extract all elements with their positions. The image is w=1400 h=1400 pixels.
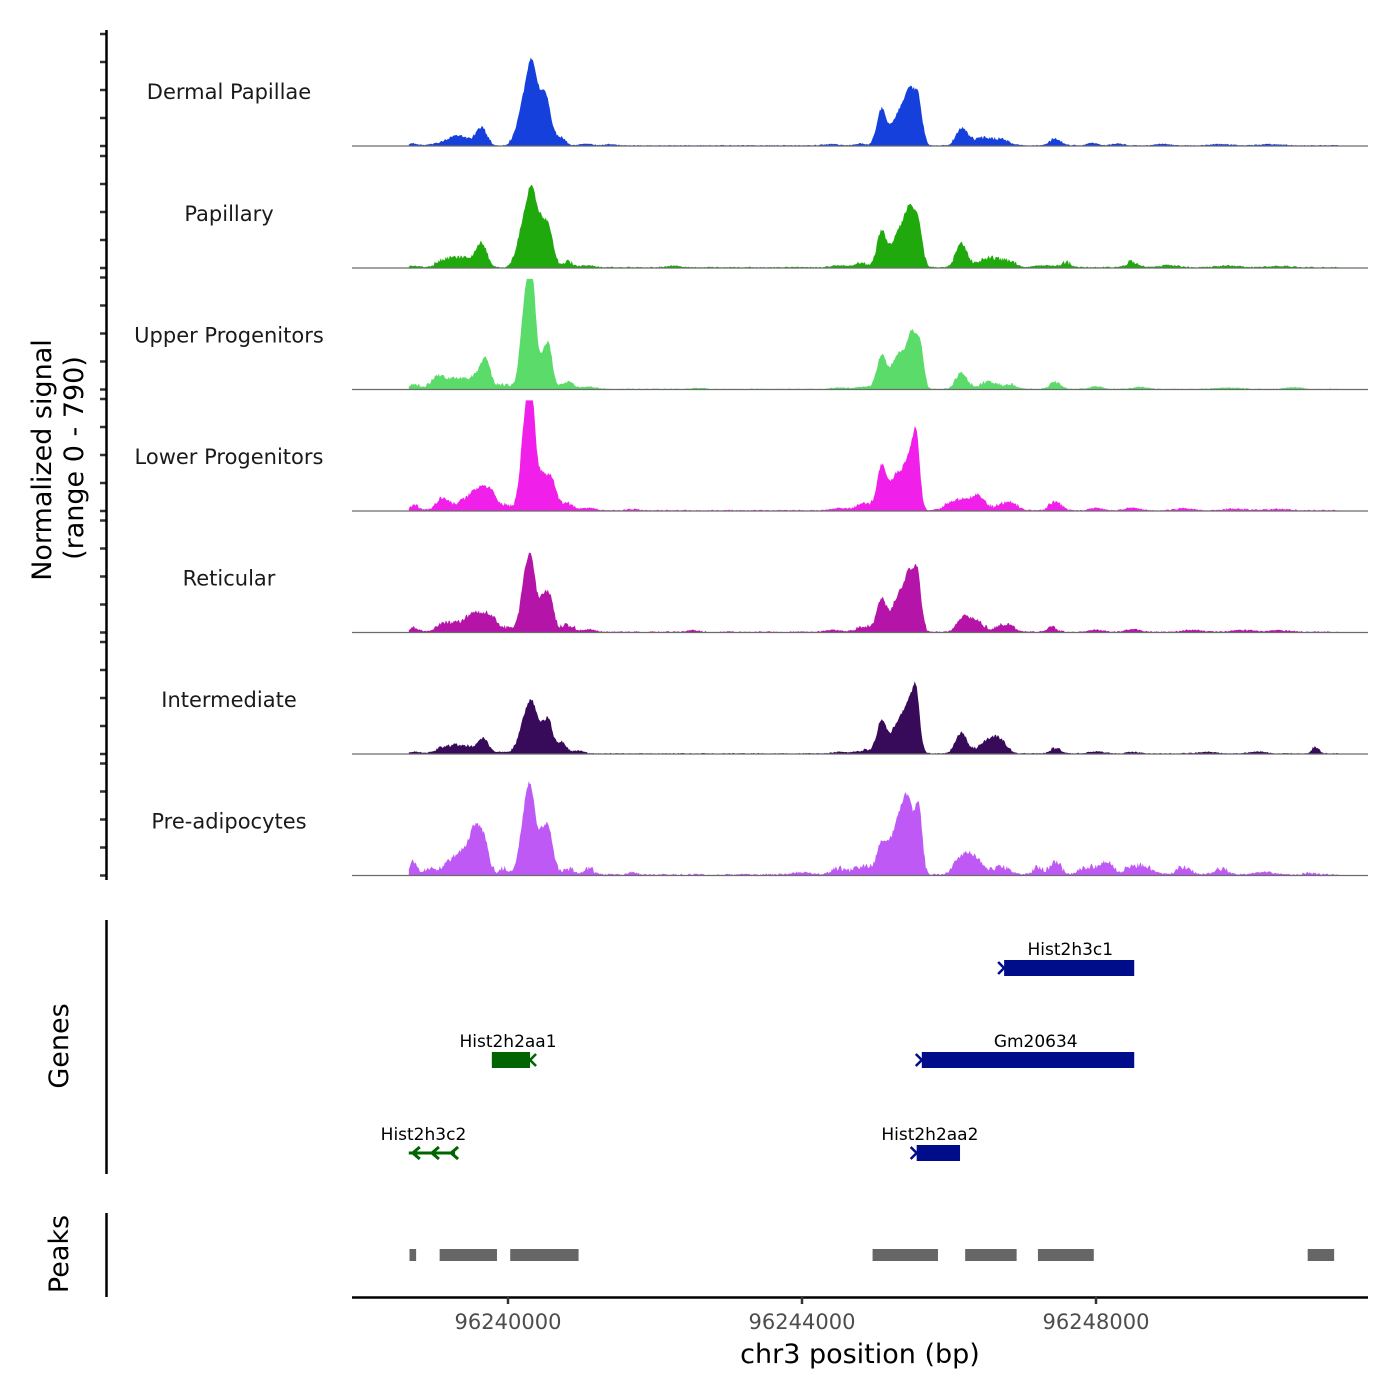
strand-arrow-icon [429, 1145, 440, 1161]
gene-track-label: Genes [44, 1003, 75, 1088]
peak-region [1037, 1249, 1094, 1261]
peaks-track: Peaks [44, 1213, 1335, 1297]
gene-label: Hist2h3c2 [381, 1125, 467, 1145]
track-upper-progenitors: Upper Progenitors [134, 278, 1368, 391]
gene-exon [491, 1052, 531, 1068]
track-label: Papillary [184, 202, 273, 226]
signal-area [408, 184, 1339, 268]
track-label: Upper Progenitors [134, 324, 324, 348]
x-axis-title: chr3 position (bp) [740, 1339, 980, 1370]
x-axis: 96240000 96244000 96248000 chr3 position (… [352, 1296, 1368, 1370]
track-label: Pre-adipocytes [151, 810, 306, 834]
y-axis-title: Normalized signal (range 0 - 790) [27, 339, 90, 581]
track-label: Intermediate [161, 688, 297, 712]
track-label: Reticular [183, 567, 276, 591]
x-tick-label: 96248000 [1043, 1310, 1150, 1334]
gene-gm20634: Gm20634 [914, 1032, 1135, 1068]
gene-hist2h2aa2: Hist2h2aa2 [881, 1125, 978, 1161]
strand-arrow-icon [410, 1145, 421, 1161]
peak-region [965, 1249, 1017, 1261]
x-tick-label: 96244000 [749, 1310, 856, 1334]
track-pre-adipocytes: Pre-adipocytes [151, 781, 1368, 877]
gene-hist2h2aa1: Hist2h2aa1 [459, 1032, 557, 1068]
strand-arrow-icon [528, 1053, 537, 1067]
track-reticular: Reticular [183, 552, 1368, 634]
track-dermal-papillae: Dermal Papillae [147, 57, 1368, 147]
track-label: Lower Progenitors [135, 445, 324, 469]
signal-area [408, 278, 1339, 390]
gene-exon [916, 1145, 961, 1161]
track-label: Dermal Papillae [147, 80, 311, 104]
signal-area [408, 552, 1339, 633]
strand-arrow-icon [997, 961, 1006, 975]
signal-area [408, 681, 1339, 754]
x-tick-label: 96240000 [455, 1310, 562, 1334]
strand-arrow-icon [448, 1145, 460, 1161]
signal-area [408, 781, 1339, 876]
gene-label: Hist2h2aa1 [459, 1032, 556, 1052]
peak-region [409, 1249, 417, 1261]
track-lower-progenitors: Lower Progenitors [135, 400, 1368, 512]
peak-region [510, 1249, 579, 1261]
gene-hist2h3c1: Hist2h3c1 [997, 940, 1135, 976]
gene-exon [921, 1052, 1135, 1068]
peak-region [872, 1249, 938, 1261]
signal-area [408, 400, 1339, 511]
gene-label: Hist2h2aa2 [881, 1125, 978, 1145]
gene-exon [1004, 960, 1135, 976]
peak-region [1307, 1249, 1335, 1261]
gene-track: Genes Hist2h3c1 Gm20634 Hist2h2aa1 Hist2h3c… [44, 920, 1135, 1174]
peak-track-label: Peaks [44, 1215, 75, 1293]
y-axis-title-line2: (range 0 - 790) [59, 356, 90, 560]
signal-tracks: Dermal Papillae Papillary Upper Progenitor… [134, 57, 1368, 877]
gene-label: Gm20634 [994, 1032, 1078, 1052]
track-papillary: Papillary [184, 184, 1368, 269]
strand-arrow-icon [909, 1146, 919, 1160]
signal-area [408, 57, 1339, 146]
peak-region [439, 1249, 497, 1261]
gene-label: Hist2h3c1 [1027, 940, 1113, 960]
y-axis [100, 30, 108, 880]
y-axis-title-line1: Normalized signal [27, 339, 58, 581]
track-intermediate: Intermediate [161, 681, 1368, 755]
gene-hist2h3c2: Hist2h3c2 [381, 1125, 467, 1161]
strand-arrow-icon [914, 1053, 924, 1067]
